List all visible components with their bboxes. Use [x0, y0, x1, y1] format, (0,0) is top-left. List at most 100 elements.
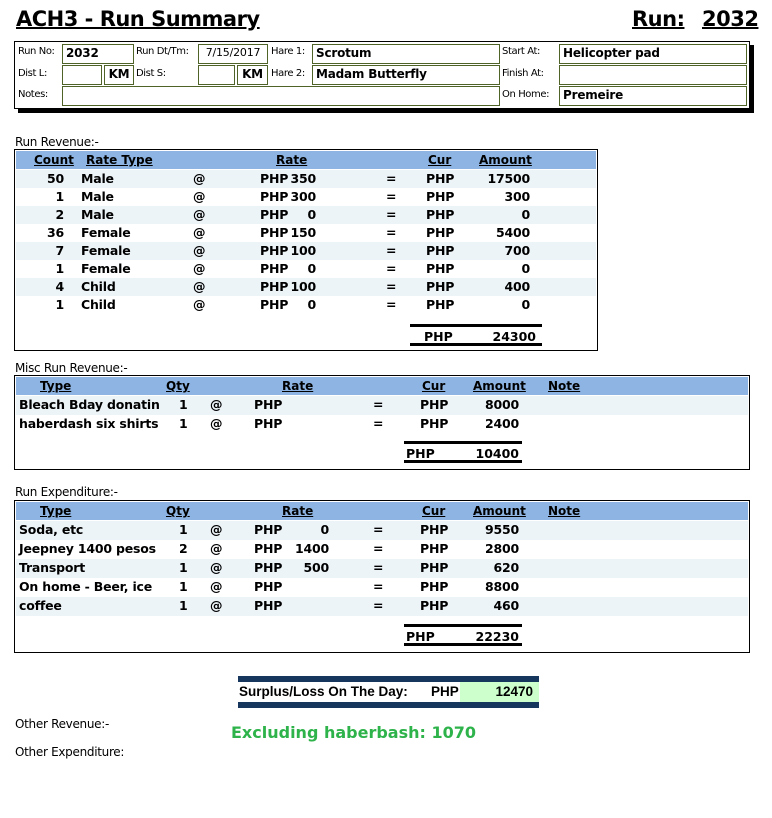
at-sign: @: [193, 225, 206, 240]
total-amount: 24300: [492, 329, 537, 344]
equals-sign: =: [386, 279, 397, 294]
at-sign: @: [193, 243, 206, 258]
amount-cell: 0: [521, 261, 531, 276]
amount-cell: 300: [504, 189, 531, 204]
cur-cell: PHP: [420, 541, 449, 556]
at-sign: @: [193, 189, 206, 204]
equals-sign: =: [373, 397, 384, 412]
count-cell: 7: [55, 243, 65, 258]
col-note: Note: [548, 379, 581, 393]
rate-cur-cell: PHP: [254, 397, 283, 412]
equals-sign: =: [386, 189, 397, 204]
rate-cur-cell: PHP: [254, 560, 283, 575]
qty-cell: 1: [179, 416, 188, 431]
total-row: PHP 24300: [410, 324, 542, 346]
notes-label: Notes:: [18, 89, 48, 100]
at-sign: @: [193, 207, 206, 222]
equals-sign: =: [386, 243, 397, 258]
col-rate: Rate: [282, 379, 314, 393]
on-home-field[interactable]: Premeire: [559, 86, 747, 106]
hare1-field[interactable]: Scrotum: [312, 44, 500, 64]
hare2-field[interactable]: Madam Butterfly: [312, 65, 500, 85]
amount-cell: 8800: [485, 579, 519, 594]
amount-cell: 400: [504, 279, 531, 294]
run-no-label: Run No:: [18, 46, 55, 57]
expenditure-table: Type Qty Rate Cur Amount Note PHP 22230 …: [14, 500, 750, 653]
col-count: Count: [34, 153, 74, 167]
col-cur: Cur: [422, 504, 446, 518]
run-dt-label: Run Dt/Tm:: [136, 46, 189, 57]
at-sign: @: [210, 560, 223, 575]
at-sign: @: [193, 297, 206, 312]
total-amount: 22230: [475, 629, 520, 644]
at-sign: @: [210, 541, 223, 556]
table-row: Transport 1 @ PHP 500 = PHP 620: [16, 559, 748, 578]
dist-s-field[interactable]: [198, 65, 235, 85]
amount-cell: 2400: [485, 416, 519, 431]
at-sign: @: [210, 598, 223, 613]
table-row: On home - Beer, ice 1 @ PHP = PHP 8800: [16, 578, 748, 597]
amount-cell: 700: [504, 243, 531, 258]
table-row: haberdash six shirts 1 @ PHP = PHP 2400: [16, 415, 748, 434]
run-no-field[interactable]: 2032: [62, 44, 134, 64]
misc-revenue-label: Misc Run Revenue:-: [15, 361, 128, 375]
cur-cell: PHP: [420, 416, 449, 431]
total-cur: PHP: [424, 329, 453, 344]
rate-cur-cell: PHP: [260, 261, 289, 276]
dist-l-field[interactable]: [62, 65, 102, 85]
run-number: 2032: [702, 7, 759, 31]
col-qty: Qty: [166, 379, 190, 393]
run-dt-field[interactable]: 7/15/2017: [198, 44, 268, 64]
col-note: Note: [548, 504, 581, 518]
surplus-panel: Surplus/Loss On The Day: PHP 12470: [238, 676, 539, 708]
amount-cell: 17500: [487, 171, 531, 186]
count-cell: 1: [55, 261, 65, 276]
count-cell: 1: [55, 297, 65, 312]
surplus-cur: PHP: [431, 684, 459, 699]
table-row: 7 Female @ PHP 100 = PHP 700: [16, 242, 596, 260]
at-sign: @: [210, 416, 223, 431]
table-header: Type Qty Rate Cur Amount Note: [16, 502, 748, 520]
run-revenue-table: Count Rate Type Rate Cur Amount PHP 2430…: [14, 149, 598, 351]
rate-type-cell: Child: [81, 297, 116, 312]
equals-sign: =: [386, 261, 397, 276]
rate-cur-cell: PHP: [254, 522, 283, 537]
surplus-label: Surplus/Loss On The Day:: [239, 684, 408, 699]
equals-sign: =: [373, 522, 384, 537]
count-cell: 36: [47, 225, 64, 240]
start-field[interactable]: Helicopter pad: [559, 44, 747, 64]
finish-field[interactable]: [559, 65, 747, 85]
rate-cell: 300: [290, 189, 317, 204]
amount-cell: 620: [493, 560, 520, 575]
run-revenue-label: Run Revenue:-: [15, 135, 99, 149]
cur-cell: PHP: [426, 189, 455, 204]
cur-cell: PHP: [426, 171, 455, 186]
amount-cell: 9550: [485, 522, 519, 537]
col-qty: Qty: [166, 504, 190, 518]
rate-cur-cell: PHP: [254, 598, 283, 613]
rate-type-cell: Female: [81, 225, 131, 240]
count-cell: 50: [47, 171, 64, 186]
qty-cell: 1: [179, 598, 188, 613]
qty-cell: 2: [179, 541, 188, 556]
expenditure-label: Run Expenditure:-: [15, 485, 118, 499]
table-row: Soda, etc 1 @ PHP 0 = PHP 9550: [16, 521, 748, 540]
rate-cell: 150: [290, 225, 317, 240]
on-home-label: On Home:: [502, 89, 550, 100]
rate-cell: 0: [307, 207, 317, 222]
type-cell: Jeepney 1400 pesos: [19, 541, 156, 556]
col-rate-type: Rate Type: [86, 153, 153, 167]
cur-cell: PHP: [426, 279, 455, 294]
at-sign: @: [193, 279, 206, 294]
excluding-note: Excluding haberbash: 1070: [231, 723, 477, 742]
amount-cell: 2800: [485, 541, 519, 556]
cur-cell: PHP: [420, 579, 449, 594]
cur-cell: PHP: [426, 225, 455, 240]
table-row: 36 Female @ PHP 150 = PHP 5400: [16, 224, 596, 242]
type-cell: On home - Beer, ice: [19, 579, 153, 594]
total-cur: PHP: [406, 629, 435, 644]
notes-field[interactable]: [62, 86, 500, 106]
col-rate: Rate: [282, 504, 314, 518]
rate-cur-cell: PHP: [260, 207, 289, 222]
count-cell: 4: [55, 279, 65, 294]
